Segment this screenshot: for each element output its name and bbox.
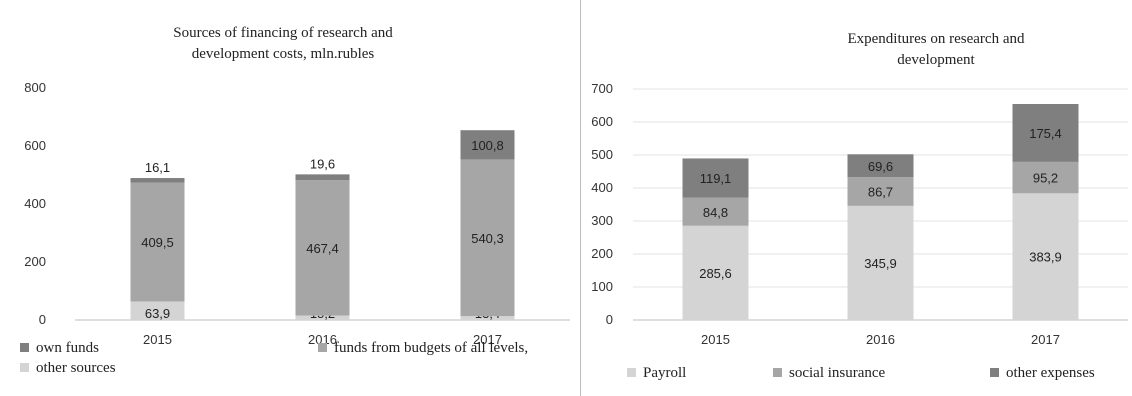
y-tick-label: 0 — [606, 312, 613, 327]
data-label: 16,1 — [145, 160, 170, 175]
y-tick-label: 800 — [24, 80, 46, 95]
financing-sources-chart: Sources of financing of research and deve… — [20, 25, 570, 376]
y-tick-label: 500 — [591, 147, 613, 162]
data-label: 119,1 — [700, 171, 732, 186]
legend-swatch — [773, 368, 782, 377]
legend-label: own funds — [36, 340, 99, 356]
data-label: 100,8 — [471, 138, 504, 153]
bar-2017-social-insurance — [1012, 161, 1079, 194]
bar-2016-social-insurance — [847, 177, 914, 206]
y-tick-label: 400 — [24, 196, 46, 211]
data-label: 19,6 — [310, 156, 335, 171]
bar-2015-payroll — [682, 225, 749, 320]
legend-label: other expenses — [1006, 365, 1095, 381]
data-label: 69,6 — [868, 159, 893, 174]
legend-label: funds from budgets of all levels, — [334, 340, 528, 356]
category-label: 2017 — [1031, 332, 1060, 347]
data-label: 467,4 — [306, 241, 339, 256]
legend-swatch — [990, 368, 999, 377]
bar-2015-other-sources — [130, 301, 185, 320]
bar-2016-funds-from-budgets-of-all-levels- — [295, 180, 350, 316]
legend-swatch — [627, 368, 636, 377]
bar-2016-other-expenses — [847, 154, 914, 178]
financing-sources-chart-panel: Sources of financing of research and deve… — [20, 25, 570, 376]
y-tick-label: 200 — [591, 246, 613, 261]
chart-title-line: Expenditures on research and — [847, 31, 1025, 47]
bar-2016-other-sources — [295, 315, 350, 320]
data-label: 63,9 — [145, 306, 170, 321]
bar-2016-own-funds — [295, 174, 350, 181]
bar-2015-social-insurance — [682, 197, 749, 226]
data-label: 383,9 — [1029, 250, 1062, 265]
y-tick-label: 600 — [591, 114, 613, 129]
data-label: 175,4 — [1029, 126, 1062, 141]
y-tick-label: 200 — [24, 254, 46, 269]
bar-2017-other-sources — [460, 316, 515, 320]
y-tick-label: 300 — [591, 213, 613, 228]
bar-2017-funds-from-budgets-of-all-levels- — [460, 159, 515, 317]
chart-title-line: Sources of financing of research and — [173, 25, 393, 41]
category-label: 2015 — [701, 332, 730, 347]
data-label: 345,9 — [864, 256, 897, 271]
category-label: 2015 — [143, 332, 172, 347]
bar-2015-funds-from-budgets-of-all-levels- — [130, 182, 185, 302]
y-tick-label: 0 — [39, 312, 46, 327]
panel-divider — [580, 0, 581, 396]
legend-swatch — [20, 343, 29, 352]
y-tick-label: 700 — [591, 81, 613, 96]
bar-2017-own-funds — [460, 130, 515, 160]
bar-2017-other-expenses — [1012, 104, 1079, 162]
data-label: 86,7 — [868, 185, 893, 200]
data-label: 540,3 — [471, 231, 504, 246]
y-tick-label: 400 — [591, 180, 613, 195]
bar-2016-payroll — [847, 205, 914, 320]
y-tick-label: 100 — [591, 279, 613, 294]
rd-expenditures-chart-panel: Expenditures on research and development 0… — [583, 0, 1132, 396]
category-label: 2016 — [308, 332, 337, 347]
category-label: 2016 — [866, 332, 895, 347]
legend-label: other sources — [36, 360, 116, 376]
data-label: 285,6 — [699, 266, 732, 281]
data-label: 84,8 — [703, 205, 728, 220]
y-tick-label: 600 — [24, 138, 46, 153]
chart-title-line: development — [897, 52, 975, 68]
legend-label: social insurance — [789, 365, 886, 381]
legend-swatch — [20, 363, 29, 372]
bar-2015-other-expenses — [682, 158, 749, 198]
data-label: 409,5 — [141, 235, 174, 250]
chart-title-line: development costs, mln.rubles — [192, 46, 375, 62]
data-label: 95,2 — [1033, 171, 1058, 186]
legend-label: Payroll — [643, 365, 686, 381]
legend-swatch — [318, 343, 327, 352]
bar-2017-payroll — [1012, 193, 1079, 320]
rd-expenditures-chart: Expenditures on research and development 0… — [591, 31, 1128, 381]
bar-2015-own-funds — [130, 178, 185, 183]
category-label: 2017 — [473, 332, 502, 347]
